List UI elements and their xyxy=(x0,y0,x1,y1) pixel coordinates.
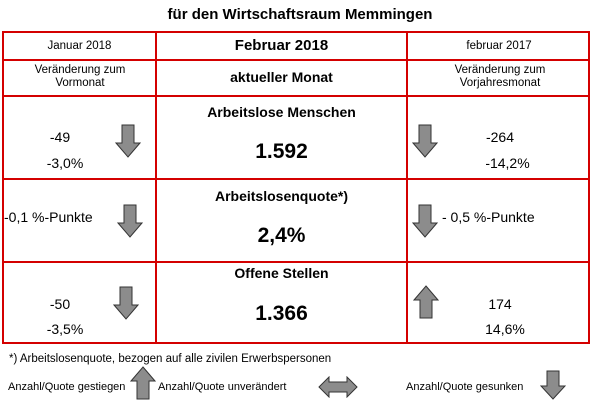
header-right-sub: Veränderung zum Vorjahresmonat xyxy=(454,64,546,89)
row-label-quote: Arbeitslosenquote*) xyxy=(214,188,348,204)
page-title: für den Wirtschaftsraum Memmingen xyxy=(167,6,433,23)
header-divider xyxy=(2,59,590,61)
row3-left-abs: -50 xyxy=(49,296,71,312)
row2-right-arrow-down-icon xyxy=(412,204,438,238)
row-divider-1 xyxy=(2,178,590,180)
row1-right-pct: -14,2% xyxy=(485,155,530,171)
footnote: *) Arbeitslosenquote, bezogen auf alle z… xyxy=(9,353,332,365)
row3-right-pct: 14,6% xyxy=(485,321,525,337)
header-right-month: februar 2017 xyxy=(466,40,532,52)
legend-arrow-up-icon xyxy=(130,366,156,400)
row-value-stellen: 1.366 xyxy=(255,302,308,325)
row1-left-pct: -3,0% xyxy=(46,155,84,171)
column-divider-right xyxy=(406,31,408,344)
row1-right-abs: -264 xyxy=(485,129,515,145)
row1-left-arrow-down-icon xyxy=(115,124,141,158)
row3-right-arrow-up-icon xyxy=(413,285,439,319)
legend-arrow-left-right-icon xyxy=(318,376,358,398)
row2-left-arrow-down-icon xyxy=(117,204,143,238)
row-value-arbeitslose: 1.592 xyxy=(255,140,308,163)
row3-left-arrow-down-icon xyxy=(113,286,139,320)
legend-arrow-down-icon xyxy=(540,370,566,400)
row3-left-pct: -3,5% xyxy=(46,321,84,337)
header-center-month: Februar 2018 xyxy=(234,37,329,54)
row3-right-abs: 174 xyxy=(488,296,512,312)
row-divider-2 xyxy=(2,261,590,263)
row-value-quote: 2,4% xyxy=(257,224,306,247)
row-label-stellen: Offene Stellen xyxy=(234,265,329,281)
subheader-divider xyxy=(2,95,590,97)
header-left-month: Januar 2018 xyxy=(47,40,112,52)
legend-up-label: Anzahl/Quote gestiegen xyxy=(8,381,126,393)
column-divider-left xyxy=(155,31,157,344)
legend-down-label: Anzahl/Quote gesunken xyxy=(406,381,524,393)
row2-left-text: -0,1 %-Punkte xyxy=(4,209,93,225)
header-left-sub: Veränderung zum Vormonat xyxy=(34,64,126,89)
row2-right-text: - 0,5 %-Punkte xyxy=(442,209,535,225)
row-label-arbeitslose: Arbeitslose Menschen xyxy=(207,104,356,120)
row1-right-arrow-down-icon xyxy=(412,124,438,158)
header-center-sub: aktueller Monat xyxy=(230,69,333,85)
legend-same-label: Anzahl/Quote unverändert xyxy=(158,381,287,393)
row1-left-abs: -49 xyxy=(49,129,71,145)
statistics-table xyxy=(2,31,590,344)
